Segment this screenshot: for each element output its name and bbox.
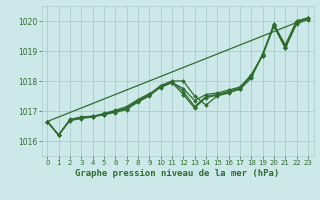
X-axis label: Graphe pression niveau de la mer (hPa): Graphe pression niveau de la mer (hPa) xyxy=(76,169,280,178)
